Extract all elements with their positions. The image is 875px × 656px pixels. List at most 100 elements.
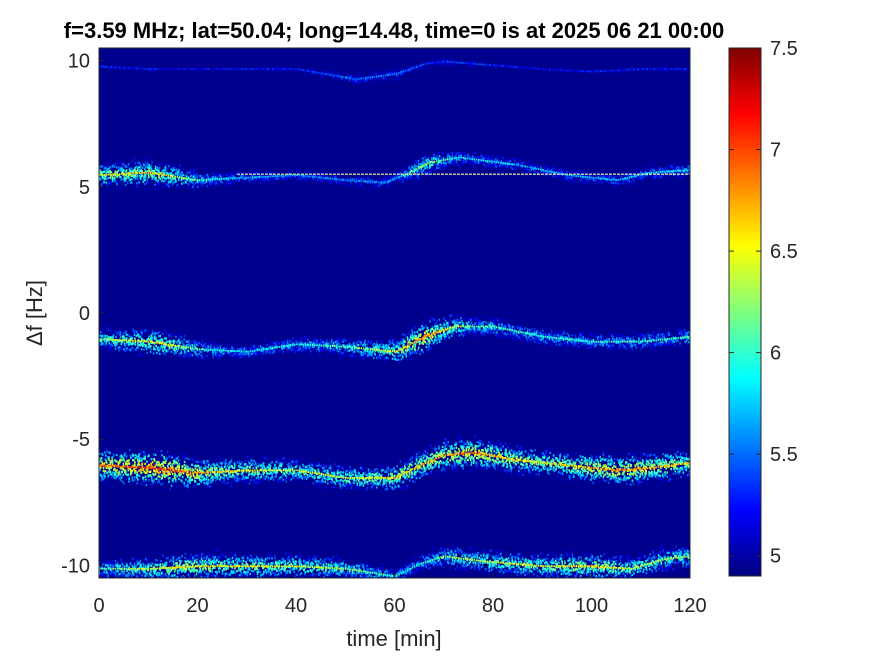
heatmap-cell [493, 322, 495, 325]
heatmap-cell [521, 165, 523, 168]
heatmap-cell [562, 171, 564, 174]
heatmap-cell [126, 174, 128, 177]
heatmap-cell [221, 181, 224, 185]
heatmap-cell [475, 161, 477, 164]
heatmap-cell [232, 177, 234, 180]
heatmap-cell [320, 348, 323, 351]
heatmap-cell [309, 175, 312, 178]
heatmap-cell [434, 327, 437, 330]
heatmap-cell [628, 177, 630, 180]
heatmap-cell [415, 335, 417, 338]
heatmap-cell [611, 333, 614, 336]
heatmap-cell [146, 179, 148, 182]
heatmap-cell [206, 348, 209, 351]
heatmap-cell [114, 471, 116, 474]
heatmap-cell [424, 163, 427, 166]
heatmap-cell [143, 168, 146, 171]
heatmap-cell [476, 168, 479, 171]
heatmap-cell [166, 183, 168, 186]
heatmap-cell [404, 334, 407, 337]
heatmap-cell [562, 178, 565, 181]
heatmap-cell [397, 174, 400, 177]
heatmap-cell [505, 158, 508, 161]
heatmap-cell [151, 175, 154, 178]
heatmap-cell [520, 331, 522, 333]
heatmap-cell [431, 333, 433, 335]
heatmap-cell [206, 173, 209, 176]
heatmap-cell [312, 345, 314, 348]
heatmap-cell [432, 335, 434, 338]
heatmap-cell [512, 337, 515, 340]
heatmap-cell [102, 454, 104, 457]
heatmap-cell [491, 327, 493, 330]
heatmap-cell [121, 163, 123, 166]
heatmap-cell [458, 154, 461, 157]
heatmap-cell [618, 339, 620, 342]
heatmap-cell [537, 164, 540, 167]
heatmap-cell [111, 180, 114, 183]
heatmap-cell [541, 336, 543, 339]
heatmap-cell [188, 340, 191, 343]
heatmap-cell [598, 178, 601, 181]
heatmap-cell [480, 159, 482, 162]
heatmap-cell [231, 346, 233, 349]
heatmap-cell [413, 164, 416, 167]
heatmap-cell [210, 180, 212, 183]
heatmap-cell [240, 175, 242, 178]
heatmap-cell [641, 175, 644, 178]
heatmap-cell [543, 333, 546, 336]
heatmap-cell [164, 177, 166, 180]
heatmap-cell [600, 173, 602, 176]
heatmap-cell [338, 342, 341, 345]
heatmap-cell [270, 174, 273, 177]
heatmap-cell [566, 343, 568, 346]
heatmap-cell [583, 174, 586, 177]
heatmap-cell [333, 340, 336, 343]
heatmap-cell [568, 338, 571, 341]
heatmap-cell [445, 163, 447, 166]
heatmap-cell [269, 347, 272, 350]
heatmap-cell [356, 347, 359, 350]
heatmap-cell [209, 175, 211, 178]
heatmap-cell [130, 181, 133, 184]
heatmap-cell [175, 346, 178, 349]
heatmap-cell [117, 462, 120, 465]
heatmap-cell [603, 175, 606, 178]
heatmap-cell [375, 345, 377, 348]
heatmap-cell [247, 176, 250, 179]
heatmap-cell [156, 184, 159, 187]
heatmap-cell [157, 339, 159, 342]
heatmap-cell [443, 165, 445, 168]
heatmap-cell [128, 168, 131, 171]
heatmap-cell [473, 328, 476, 331]
heatmap-cell [453, 325, 456, 328]
heatmap-cell [196, 181, 199, 184]
heatmap-cell [319, 177, 321, 180]
heatmap-cell [121, 341, 123, 344]
heatmap-cell [430, 169, 433, 172]
heatmap-cell [573, 340, 576, 343]
heatmap-cell [474, 156, 476, 160]
heatmap-cell [322, 176, 325, 179]
heatmap-cell [429, 336, 432, 339]
heatmap-cell [581, 334, 583, 337]
heatmap-cell [674, 345, 677, 348]
heatmap-cell [258, 349, 261, 351]
heatmap-cell [363, 342, 366, 345]
heatmap-cell [443, 324, 445, 327]
heatmap-cell [164, 169, 167, 172]
heatmap-cell [105, 168, 107, 171]
heatmap-cell [326, 346, 329, 349]
heatmap-cell [380, 349, 383, 352]
heatmap-cell [644, 170, 647, 173]
heatmap-cell [537, 334, 540, 337]
heatmap-cell [606, 178, 609, 181]
heatmap-cell [132, 172, 134, 175]
heatmap-cell [473, 161, 475, 164]
heatmap-cell [431, 316, 434, 319]
heatmap-cell [490, 162, 493, 165]
heatmap-cell [586, 340, 589, 343]
heatmap-cell [302, 347, 305, 350]
heatmap-cell [457, 153, 460, 156]
heatmap-cell [646, 172, 648, 175]
